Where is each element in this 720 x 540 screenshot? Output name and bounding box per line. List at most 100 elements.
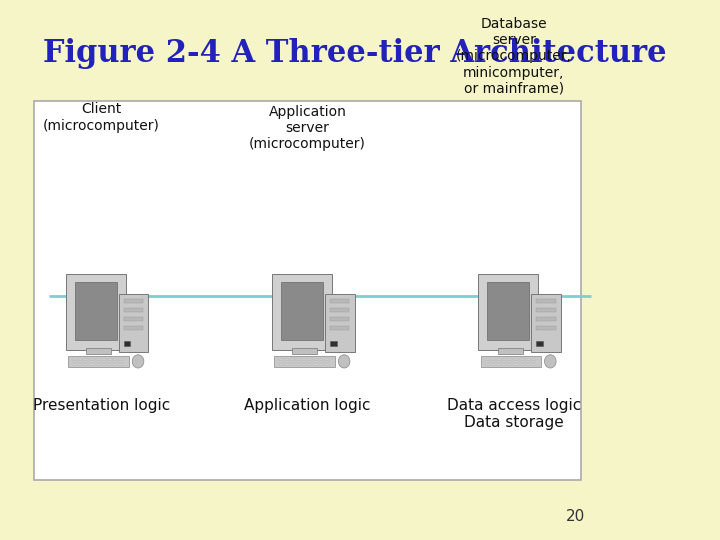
FancyBboxPatch shape [320, 359, 323, 360]
Ellipse shape [338, 355, 350, 368]
Text: Application logic: Application logic [244, 398, 371, 413]
FancyBboxPatch shape [34, 101, 582, 480]
FancyBboxPatch shape [520, 363, 524, 364]
FancyBboxPatch shape [514, 361, 518, 362]
FancyBboxPatch shape [325, 361, 329, 362]
FancyBboxPatch shape [536, 326, 556, 330]
FancyBboxPatch shape [73, 363, 76, 364]
FancyBboxPatch shape [480, 356, 541, 367]
FancyBboxPatch shape [498, 348, 523, 354]
FancyBboxPatch shape [503, 361, 506, 362]
Text: Presentation logic: Presentation logic [33, 398, 170, 413]
FancyBboxPatch shape [508, 359, 512, 360]
FancyBboxPatch shape [75, 282, 117, 340]
FancyBboxPatch shape [90, 363, 94, 364]
FancyBboxPatch shape [120, 359, 123, 360]
FancyBboxPatch shape [297, 361, 300, 362]
FancyBboxPatch shape [292, 348, 317, 354]
FancyBboxPatch shape [536, 308, 556, 312]
FancyBboxPatch shape [78, 363, 83, 364]
FancyBboxPatch shape [330, 299, 349, 303]
FancyBboxPatch shape [78, 359, 83, 360]
FancyBboxPatch shape [279, 359, 283, 360]
FancyBboxPatch shape [325, 294, 354, 353]
FancyBboxPatch shape [536, 299, 556, 303]
FancyBboxPatch shape [491, 359, 495, 360]
FancyBboxPatch shape [531, 294, 561, 353]
FancyBboxPatch shape [291, 361, 294, 362]
FancyBboxPatch shape [531, 363, 536, 364]
FancyBboxPatch shape [514, 363, 518, 364]
FancyBboxPatch shape [284, 361, 289, 362]
FancyBboxPatch shape [73, 361, 76, 362]
FancyBboxPatch shape [68, 356, 129, 367]
FancyBboxPatch shape [536, 316, 556, 321]
FancyBboxPatch shape [282, 282, 323, 340]
FancyBboxPatch shape [274, 356, 335, 367]
FancyBboxPatch shape [497, 359, 500, 360]
FancyBboxPatch shape [96, 359, 100, 360]
FancyBboxPatch shape [314, 361, 318, 362]
FancyBboxPatch shape [308, 361, 312, 362]
FancyBboxPatch shape [314, 359, 318, 360]
FancyBboxPatch shape [531, 359, 536, 360]
FancyBboxPatch shape [297, 359, 300, 360]
FancyBboxPatch shape [508, 361, 512, 362]
FancyBboxPatch shape [84, 363, 89, 364]
FancyBboxPatch shape [108, 361, 112, 362]
FancyBboxPatch shape [485, 361, 489, 362]
FancyBboxPatch shape [102, 363, 106, 364]
FancyBboxPatch shape [330, 316, 349, 321]
FancyBboxPatch shape [520, 361, 524, 362]
FancyBboxPatch shape [302, 361, 306, 362]
FancyBboxPatch shape [503, 363, 506, 364]
FancyBboxPatch shape [279, 361, 283, 362]
FancyBboxPatch shape [503, 359, 506, 360]
FancyBboxPatch shape [124, 299, 143, 303]
FancyBboxPatch shape [96, 363, 100, 364]
FancyBboxPatch shape [330, 326, 349, 330]
FancyBboxPatch shape [90, 359, 94, 360]
FancyBboxPatch shape [124, 316, 143, 321]
Text: Figure 2-4 A Three-tier Architecture: Figure 2-4 A Three-tier Architecture [43, 38, 667, 69]
FancyBboxPatch shape [96, 361, 100, 362]
FancyBboxPatch shape [514, 359, 518, 360]
FancyBboxPatch shape [297, 363, 300, 364]
FancyBboxPatch shape [308, 359, 312, 360]
FancyBboxPatch shape [325, 363, 329, 364]
FancyBboxPatch shape [325, 359, 329, 360]
FancyBboxPatch shape [124, 308, 143, 312]
FancyBboxPatch shape [520, 359, 524, 360]
FancyBboxPatch shape [487, 282, 529, 340]
FancyBboxPatch shape [291, 363, 294, 364]
FancyBboxPatch shape [86, 348, 111, 354]
FancyBboxPatch shape [536, 341, 543, 347]
FancyBboxPatch shape [114, 361, 117, 362]
FancyBboxPatch shape [90, 361, 94, 362]
FancyBboxPatch shape [279, 363, 283, 364]
FancyBboxPatch shape [124, 326, 143, 330]
Ellipse shape [544, 355, 556, 368]
FancyBboxPatch shape [330, 341, 336, 347]
FancyBboxPatch shape [302, 359, 306, 360]
FancyBboxPatch shape [102, 359, 106, 360]
FancyBboxPatch shape [531, 361, 536, 362]
FancyBboxPatch shape [73, 359, 76, 360]
FancyBboxPatch shape [526, 359, 530, 360]
FancyBboxPatch shape [284, 363, 289, 364]
FancyBboxPatch shape [320, 363, 323, 364]
FancyBboxPatch shape [108, 363, 112, 364]
FancyBboxPatch shape [102, 361, 106, 362]
FancyBboxPatch shape [284, 359, 289, 360]
FancyBboxPatch shape [119, 294, 148, 353]
FancyBboxPatch shape [491, 363, 495, 364]
FancyBboxPatch shape [84, 361, 89, 362]
FancyBboxPatch shape [291, 359, 294, 360]
FancyBboxPatch shape [114, 359, 117, 360]
FancyBboxPatch shape [526, 363, 530, 364]
FancyBboxPatch shape [314, 363, 318, 364]
FancyBboxPatch shape [272, 274, 332, 350]
FancyBboxPatch shape [330, 308, 349, 312]
FancyBboxPatch shape [302, 363, 306, 364]
FancyBboxPatch shape [78, 361, 83, 362]
